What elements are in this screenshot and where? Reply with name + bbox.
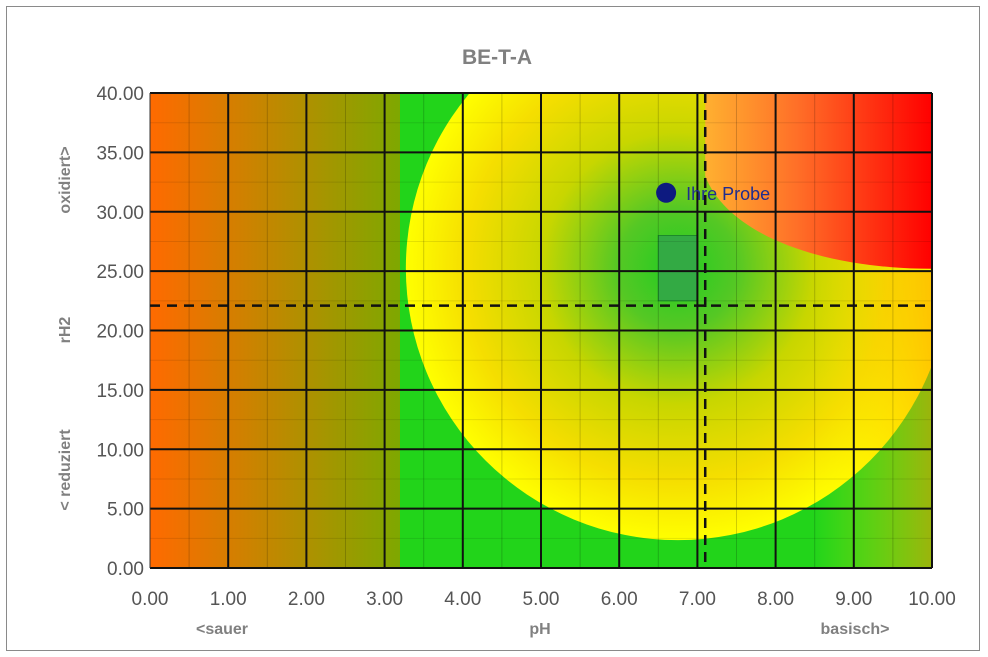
y-tick-label: 40.00 [96,84,144,105]
y-tick-label: 30.00 [96,203,144,224]
x-tick-labels: 0.00 1.00 2.00 3.00 4.00 5.00 6.00 7.00 8.00 9.00… [132,589,956,610]
y-tick-label: 15.00 [96,381,144,402]
x-tick-label: 1.00 [210,589,247,610]
x-tick-label: 3.00 [366,589,403,610]
x-tick-label: 7.00 [679,589,716,610]
sample-marker [656,182,677,203]
y-axis-label-top: oxidiert> [57,146,74,213]
x-tick-label: 8.00 [757,589,794,610]
x-axis-label-left: <sauer [196,621,248,638]
basic-edge-shade [814,271,932,568]
x-axis-label: pH [529,621,550,638]
y-tick-label: 20.00 [96,322,144,343]
y-tick-label: 10.00 [96,440,144,461]
x-tick-label: 5.00 [523,589,560,610]
x-tick-label: 4.00 [444,589,481,610]
optimum-zone [657,235,698,302]
x-tick-label: 2.00 [288,589,325,610]
y-axis-label: rH2 [57,317,74,344]
y-tick-label: 35.00 [96,143,144,164]
chart-title: BE-T-A [462,46,532,69]
x-tick-label: 0.00 [132,589,169,610]
y-tick-label: 5.00 [107,500,144,521]
x-tick-label: 10.00 [908,589,956,610]
oxidized-basic-zone [705,93,932,269]
y-axis-label-bottom: < reduziert [57,429,74,511]
plot-area [150,93,932,568]
x-tick-label: 9.00 [835,589,872,610]
reference-lines [150,93,932,568]
y-tick-label: 0.00 [107,559,144,580]
y-tick-labels: 0.00 5.00 10.00 15.00 20.00 25.00 30.00 35.00 40… [96,84,144,580]
x-axis-label-right: basisch> [821,621,890,638]
major-grid [149,92,933,569]
x-tick-label: 6.00 [601,589,638,610]
sample-label: Ihre Probe [686,184,770,204]
y-tick-label: 25.00 [96,262,144,283]
